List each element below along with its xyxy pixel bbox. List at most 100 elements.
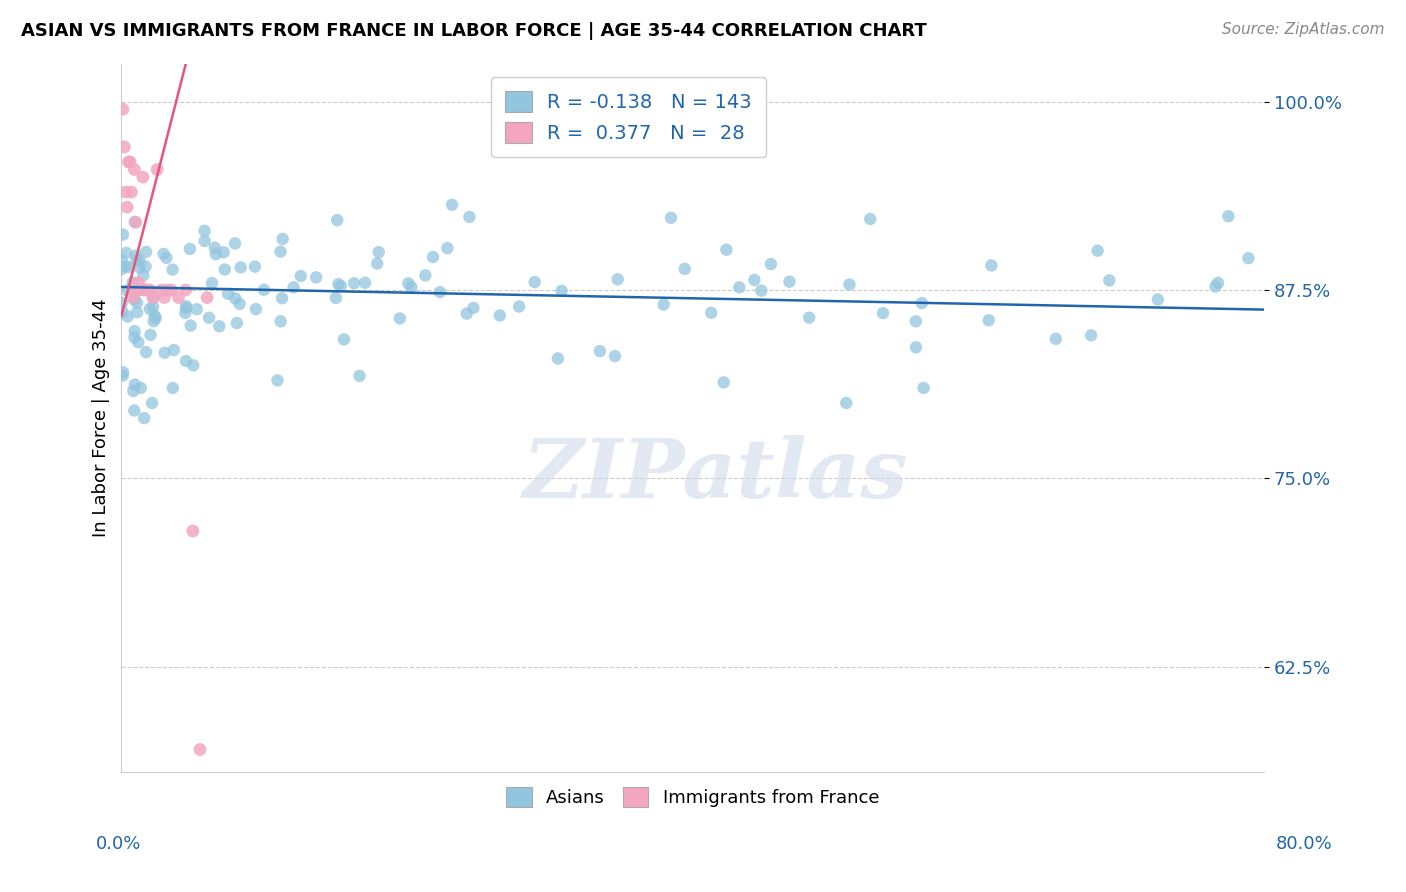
Text: ZIPatlas: ZIPatlas xyxy=(523,434,908,515)
Point xyxy=(904,340,927,354)
Point xyxy=(139,301,162,316)
Point xyxy=(142,300,165,314)
Point xyxy=(799,310,821,325)
Point xyxy=(155,251,177,265)
Point xyxy=(673,261,696,276)
Point xyxy=(129,283,152,297)
Point xyxy=(229,260,252,275)
Point xyxy=(458,210,481,224)
Point xyxy=(114,185,136,199)
Point xyxy=(224,292,246,306)
Text: ASIAN VS IMMIGRANTS FROM FRANCE IN LABOR FORCE | AGE 35-44 CORRELATION CHART: ASIAN VS IMMIGRANTS FROM FRANCE IN LABOR… xyxy=(21,22,927,40)
Point xyxy=(112,365,135,379)
Point xyxy=(136,283,159,297)
Point xyxy=(1087,244,1109,258)
Point xyxy=(139,327,162,342)
Point xyxy=(713,376,735,390)
Point xyxy=(124,215,146,229)
Point xyxy=(912,381,935,395)
Point xyxy=(132,283,155,297)
Point xyxy=(156,283,179,297)
Point xyxy=(1206,276,1229,290)
Point xyxy=(270,314,292,328)
Point xyxy=(208,319,231,334)
Point xyxy=(186,302,208,317)
Point xyxy=(112,140,135,154)
Point xyxy=(174,354,197,368)
Point xyxy=(329,279,352,293)
Point xyxy=(117,310,139,324)
Point xyxy=(305,270,328,285)
Point xyxy=(1237,251,1260,265)
Point xyxy=(174,301,197,315)
Point xyxy=(1147,293,1170,307)
Point xyxy=(1045,332,1067,346)
Point xyxy=(325,291,347,305)
Point xyxy=(436,241,458,255)
Point xyxy=(214,262,236,277)
Point xyxy=(124,324,146,338)
Point xyxy=(134,411,156,425)
Point xyxy=(114,259,136,273)
Point xyxy=(396,277,419,291)
Point xyxy=(326,213,349,227)
Point xyxy=(388,311,411,326)
Point xyxy=(716,243,738,257)
Point xyxy=(195,291,218,305)
Point xyxy=(145,310,167,325)
Point xyxy=(904,314,927,328)
Point xyxy=(225,316,247,330)
Point xyxy=(744,273,766,287)
Point xyxy=(271,232,294,246)
Point xyxy=(160,283,183,297)
Point xyxy=(977,313,1000,327)
Point xyxy=(204,247,226,261)
Point xyxy=(659,211,682,225)
Point xyxy=(111,296,134,310)
Point xyxy=(127,283,149,297)
Point xyxy=(253,283,276,297)
Point xyxy=(759,257,782,271)
Point xyxy=(1204,279,1226,293)
Point xyxy=(243,260,266,274)
Point xyxy=(911,296,934,310)
Point xyxy=(271,291,294,305)
Point xyxy=(121,276,143,290)
Point xyxy=(153,345,176,359)
Point xyxy=(212,245,235,260)
Point xyxy=(132,268,155,283)
Point xyxy=(181,359,204,373)
Point xyxy=(122,384,145,398)
Point xyxy=(163,343,186,357)
Point xyxy=(111,368,134,383)
Point xyxy=(245,302,267,317)
Point xyxy=(115,245,138,260)
Point xyxy=(124,330,146,344)
Point xyxy=(700,306,723,320)
Legend: Asians, Immigrants from France: Asians, Immigrants from France xyxy=(498,778,889,816)
Point xyxy=(127,335,149,350)
Point xyxy=(354,276,377,290)
Point xyxy=(441,198,464,212)
Point xyxy=(180,318,202,333)
Point xyxy=(153,291,176,305)
Point xyxy=(779,275,801,289)
Point xyxy=(366,256,388,270)
Point xyxy=(115,200,138,214)
Point xyxy=(127,295,149,310)
Point xyxy=(142,291,165,305)
Point xyxy=(179,242,201,256)
Point xyxy=(124,377,146,392)
Point xyxy=(194,224,217,238)
Point xyxy=(132,169,155,184)
Point xyxy=(142,314,165,328)
Point xyxy=(118,260,141,274)
Point xyxy=(125,252,148,267)
Point xyxy=(150,283,173,297)
Point xyxy=(129,381,152,395)
Point xyxy=(349,368,371,383)
Point xyxy=(749,284,772,298)
Point xyxy=(124,293,146,307)
Point xyxy=(124,403,146,417)
Point xyxy=(162,262,184,277)
